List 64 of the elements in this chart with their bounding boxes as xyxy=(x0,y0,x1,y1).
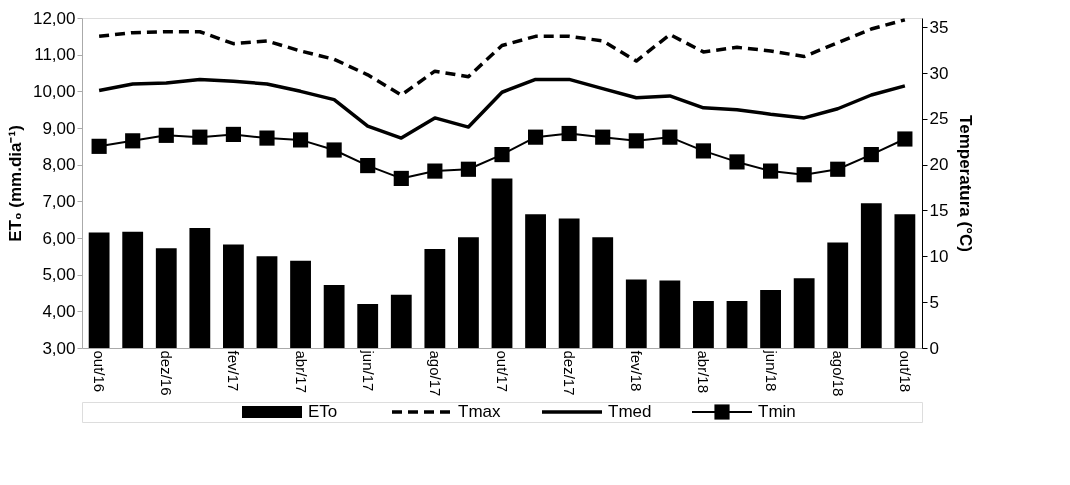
point xyxy=(192,129,208,145)
point xyxy=(125,133,141,149)
x-tick-label: abr/17 xyxy=(292,350,310,394)
y2-tick-label: 0 xyxy=(929,338,939,358)
y2-tick-label: 25 xyxy=(929,109,949,129)
point xyxy=(561,125,577,142)
x-tick-label: dez/17 xyxy=(561,350,579,396)
x-tick-label: ago/17 xyxy=(426,350,444,397)
point xyxy=(830,161,846,177)
point xyxy=(427,163,443,179)
x-tick-label: out/16 xyxy=(91,350,109,393)
point xyxy=(595,129,611,145)
point xyxy=(729,154,745,170)
y-tick-label: 9,00 xyxy=(42,118,76,138)
y-tick-label: 7,00 xyxy=(42,191,76,211)
legend-label: Tmin xyxy=(758,402,796,421)
y-tick-label: 4,00 xyxy=(42,301,76,321)
legend-label: Tmax xyxy=(458,402,501,421)
point xyxy=(662,129,678,145)
point xyxy=(158,127,174,143)
point xyxy=(393,170,409,186)
x-tick-label: dez/16 xyxy=(158,350,176,396)
x-tick-label: out/18 xyxy=(896,350,914,393)
y2-axis-title: Temperatura (°C) xyxy=(956,115,976,252)
y-tick-label: 11,00 xyxy=(34,45,76,65)
x-tick-label: abr/18 xyxy=(695,350,713,394)
x-tick-label: ago/18 xyxy=(829,350,847,397)
point xyxy=(360,158,376,174)
y-axis-title: ET₀ (mm.dia⁻¹) xyxy=(5,125,25,242)
legend-label: Tmed xyxy=(608,402,652,421)
point xyxy=(326,142,342,158)
y2-tick-label: 20 xyxy=(929,155,949,175)
point xyxy=(796,167,812,183)
y-tick-label: 10,00 xyxy=(32,81,76,101)
point xyxy=(695,143,712,159)
x-tick-label: out/17 xyxy=(494,350,511,393)
point xyxy=(494,147,510,163)
y-tick-label: 6,00 xyxy=(42,228,76,248)
y2-tick-label: 30 xyxy=(929,63,949,83)
point xyxy=(863,147,879,163)
point xyxy=(527,129,544,145)
y2-tick-label: 35 xyxy=(929,17,949,37)
point xyxy=(259,130,275,146)
y-tick-label: 8,00 xyxy=(42,155,76,175)
point xyxy=(460,161,477,177)
point xyxy=(763,163,779,179)
x-tick-label: jun/18 xyxy=(762,349,780,392)
y2-tick-label: 5 xyxy=(929,292,939,312)
y2-tick-label: 10 xyxy=(929,246,949,266)
point xyxy=(91,138,107,154)
line-series xyxy=(97,77,907,140)
x-tick-label: fev/17 xyxy=(225,350,243,392)
point xyxy=(897,131,913,147)
y-tick-label: 12,00 xyxy=(32,8,76,28)
y-tick-label: 5,00 xyxy=(42,265,76,285)
line-series xyxy=(97,18,907,97)
point xyxy=(225,126,241,142)
x-tick-label: fev/18 xyxy=(628,350,646,392)
y-tick-label: 3,00 xyxy=(42,338,76,358)
x-tick-label: jun/17 xyxy=(359,349,377,392)
legend-label: ETo xyxy=(308,402,338,421)
point xyxy=(628,133,644,149)
point xyxy=(292,132,309,148)
y2-tick-label: 15 xyxy=(929,201,949,220)
